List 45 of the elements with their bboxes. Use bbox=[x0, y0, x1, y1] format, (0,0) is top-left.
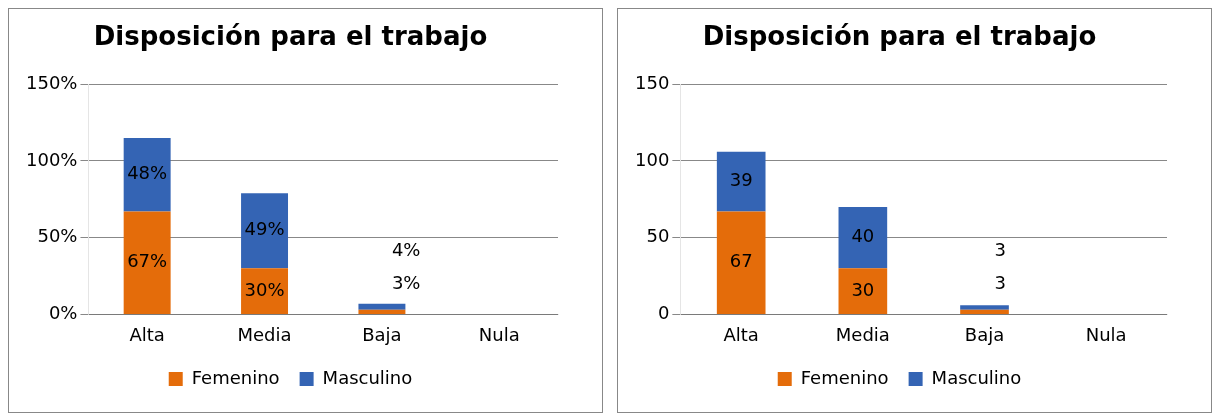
data-label: 40 bbox=[851, 225, 875, 247]
legend-label: Masculino bbox=[931, 366, 1022, 388]
legend-label: Femenino bbox=[191, 366, 280, 388]
bar bbox=[123, 137, 171, 212]
x-tick-label: Baja bbox=[964, 323, 1005, 345]
data-label: 67 bbox=[729, 250, 753, 272]
data-label: 4% bbox=[391, 239, 421, 261]
bar bbox=[838, 268, 888, 314]
bar bbox=[716, 211, 766, 314]
y-tick-label: 50% bbox=[37, 225, 78, 247]
bar bbox=[241, 193, 289, 269]
data-label: 30 bbox=[851, 278, 875, 300]
bar bbox=[960, 309, 1009, 314]
y-tick-label: 100 bbox=[635, 148, 670, 170]
x-tick-label: Media bbox=[835, 323, 890, 345]
y-tick-label: 150% bbox=[25, 71, 78, 93]
x-tick-label: Media bbox=[237, 323, 292, 345]
data-label: 3 bbox=[994, 271, 1006, 293]
data-label: 3 bbox=[994, 239, 1006, 261]
legend-label: Femenino bbox=[800, 366, 889, 388]
data-label: 67% bbox=[127, 250, 168, 272]
y-tick-label: 0% bbox=[48, 302, 78, 324]
bar bbox=[960, 305, 1009, 310]
x-tick-label: Baja bbox=[362, 323, 402, 345]
x-tick-label: Alta bbox=[129, 323, 165, 345]
bar bbox=[716, 151, 766, 212]
data-label: 48% bbox=[127, 162, 168, 184]
legend-label: Masculino bbox=[322, 366, 413, 388]
x-tick-label: Nula bbox=[1085, 323, 1127, 345]
x-tick-label: Alta bbox=[723, 323, 759, 345]
bar bbox=[358, 303, 406, 310]
chart-title: Disposición para el trabajo bbox=[702, 21, 1097, 52]
bar bbox=[123, 211, 171, 314]
data-label: 30% bbox=[244, 278, 285, 300]
data-label: 3% bbox=[391, 271, 421, 293]
x-tick-label: Nula bbox=[478, 323, 520, 345]
data-label: 49% bbox=[244, 218, 285, 240]
y-tick-label: 150 bbox=[635, 71, 670, 93]
chart-title: Disposición para el trabajo bbox=[93, 21, 488, 52]
y-tick-label: 0 bbox=[657, 302, 670, 324]
bar bbox=[358, 309, 406, 314]
y-tick-label: 100% bbox=[25, 148, 78, 170]
y-tick-label: 50 bbox=[646, 225, 670, 247]
bar bbox=[838, 206, 888, 269]
data-label: 39 bbox=[729, 169, 753, 191]
